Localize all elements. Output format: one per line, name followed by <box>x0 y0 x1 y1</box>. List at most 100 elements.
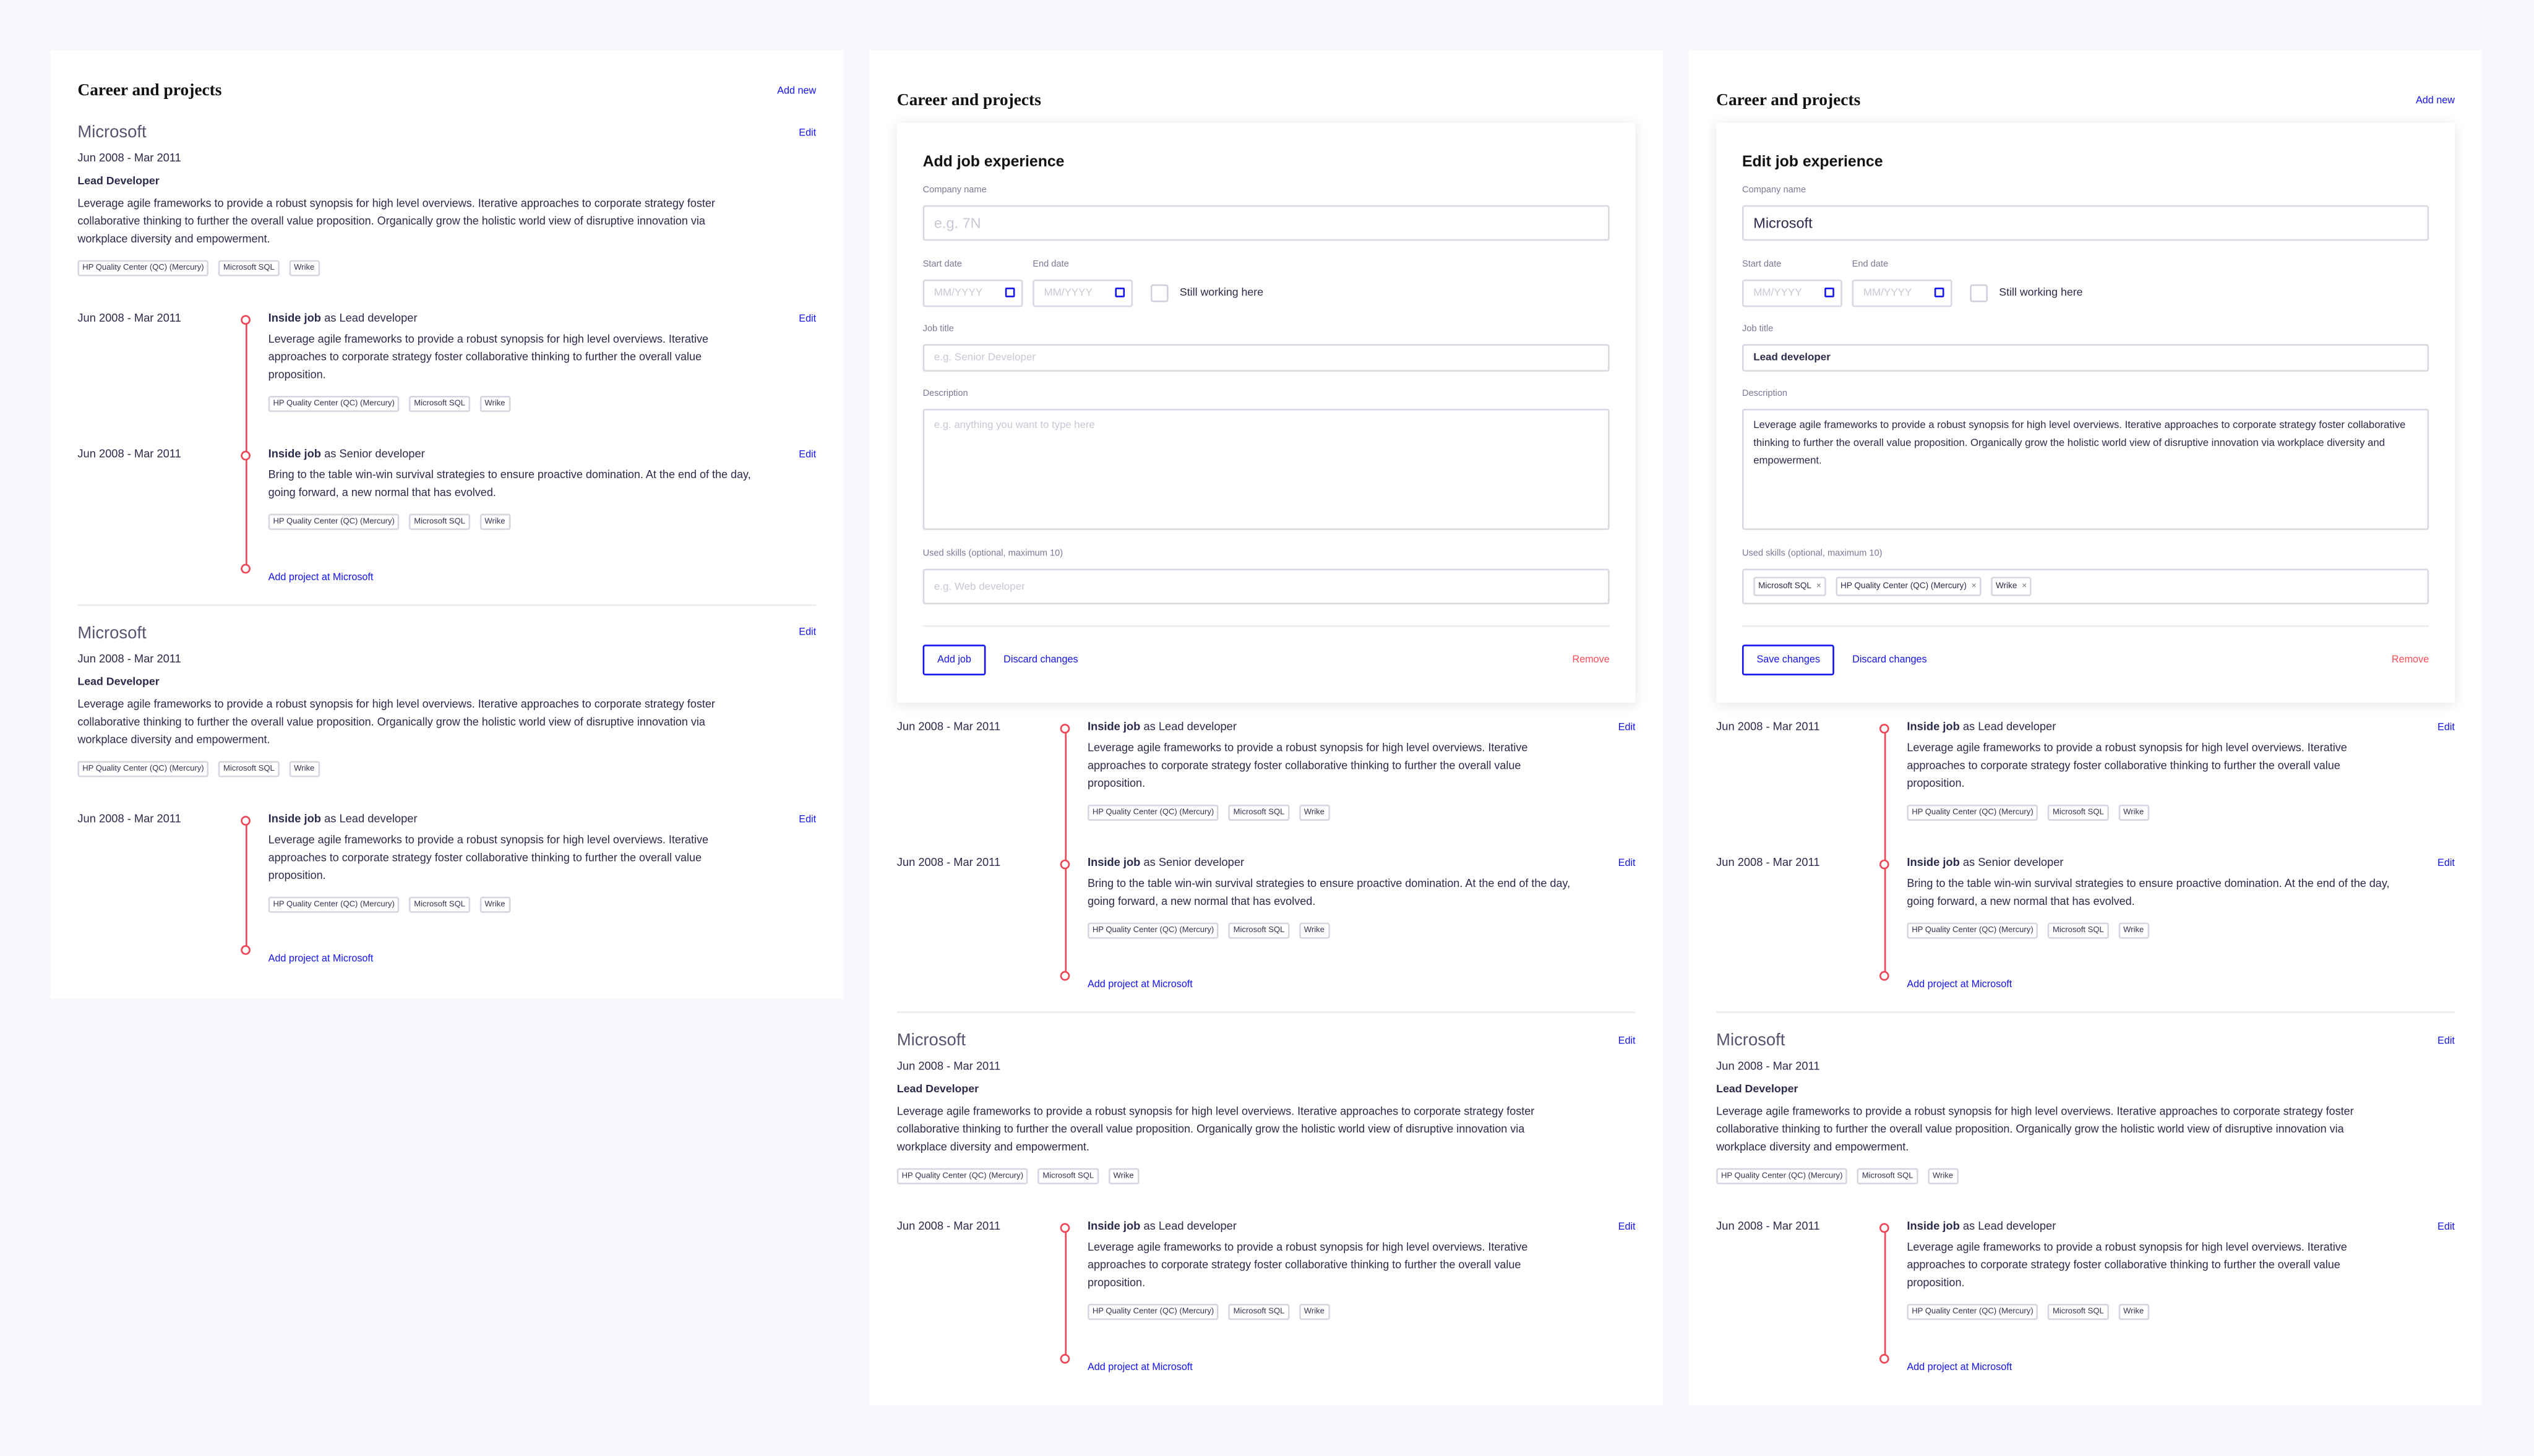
edit-project-link[interactable]: Edit <box>1618 721 1636 733</box>
project-title: Inside job as Senior developer <box>268 446 762 464</box>
timeline-dot-icon <box>1060 1353 1070 1363</box>
add-project-link[interactable]: Add project at Microsoft <box>268 953 374 965</box>
add-project-link[interactable]: Add project at Microsoft <box>1907 979 2012 991</box>
skill-tag: Wrike <box>289 260 320 276</box>
job-experience-form: Add job experience Company name e.g. 7N … <box>896 122 1636 703</box>
description-label: Description <box>1742 389 1788 400</box>
timeline-dot-icon <box>1879 722 1889 733</box>
edit-company-link[interactable]: Edit <box>799 127 817 139</box>
project-title: Inside job as Lead developer <box>268 810 762 828</box>
submit-job-button[interactable]: Save changes <box>1742 644 1835 675</box>
timeline-dot-icon <box>1060 859 1070 869</box>
calendar-icon[interactable] <box>1934 287 1944 298</box>
job-title-input[interactable] <box>1742 344 2429 372</box>
edit-project-link[interactable]: Edit <box>2437 857 2455 869</box>
edit-project-link[interactable]: Edit <box>799 313 817 325</box>
job-skills: HP Quality Center (QC) (Mercury) Microsof… <box>1716 1168 2455 1184</box>
remove-skill-icon[interactable]: × <box>1816 581 1821 592</box>
project-item: Jun 2008 - Mar 2011 Inside job as Lead d… <box>897 718 1636 820</box>
edit-project-link[interactable]: Edit <box>799 449 817 461</box>
project-title: Inside job as Lead developer <box>1907 1218 2400 1236</box>
skills-input[interactable]: e.g. Web developer <box>922 568 1610 604</box>
description-textarea[interactable]: Leverage agile frameworks to provide a r… <box>1742 408 2429 530</box>
add-project-link[interactable]: Add project at Microsoft <box>1907 1361 2012 1373</box>
remove-skill-icon[interactable]: × <box>1971 581 1977 592</box>
project-timeline: Jun 2008 - Mar 2011 Inside job as Lead d… <box>1716 1218 2455 1372</box>
timeline-line <box>244 319 247 567</box>
add-project-link[interactable]: Add project at Microsoft <box>1088 1361 1193 1373</box>
skill-tag: Wrike <box>479 513 510 530</box>
end-date-label: End date <box>1033 260 1069 270</box>
start-date-input[interactable]: MM/YYYY <box>1742 279 1842 307</box>
job-title: Lead Developer <box>77 176 160 188</box>
edit-project-link[interactable]: Edit <box>799 813 817 825</box>
project-role: as Lead developer <box>1143 721 1237 733</box>
project-name: Inside job <box>1907 857 1960 869</box>
skill-tag: HP Quality Center (QC) (Mercury) <box>1088 1304 1219 1321</box>
edit-project-link[interactable]: Edit <box>1618 857 1636 869</box>
timeline-line <box>244 819 247 949</box>
discard-changes-link[interactable]: Discard changes <box>1003 654 1078 666</box>
edit-project-link[interactable]: Edit <box>2437 721 2455 733</box>
project-timeline: Jun 2008 - Mar 2011 Inside job as Lead d… <box>897 718 1636 990</box>
project-skills: HP Quality Center (QC) (Mercury) Microsof… <box>1907 922 2400 938</box>
skill-tag: Wrike <box>479 395 510 413</box>
calendar-icon[interactable] <box>1824 287 1834 298</box>
project-item: Jun 2008 - Mar 2011 Inside job as Lead d… <box>77 810 816 912</box>
submit-job-button[interactable]: Add job <box>922 644 986 675</box>
calendar-icon[interactable] <box>1115 287 1125 298</box>
skills-label: Used skills (optional, maximum 10) <box>922 549 1063 559</box>
job-title: Lead Developer <box>77 676 160 688</box>
remove-skill-icon[interactable]: × <box>2022 581 2027 592</box>
project-role: as Senior developer <box>1143 857 1245 869</box>
project-title: Inside job as Lead developer <box>1088 1218 1581 1236</box>
add-project-link[interactable]: Add project at Microsoft <box>1088 979 1193 991</box>
remove-job-link[interactable]: Remove <box>2391 654 2429 666</box>
edit-project-link[interactable]: Edit <box>1618 1221 1636 1233</box>
checkbox-icon[interactable] <box>1970 284 1988 302</box>
edit-company-link[interactable]: Edit <box>1618 1035 1636 1047</box>
project-name: Inside job <box>1088 857 1141 869</box>
add-project-link[interactable]: Add project at Microsoft <box>268 571 374 583</box>
project-role: as Lead developer <box>324 813 418 825</box>
skill-chip-label: Microsoft SQL <box>1758 581 1811 592</box>
skills-input[interactable]: Microsoft SQL × HP Quality Center (QC) (Me… <box>1742 568 2429 604</box>
skill-tag: HP Quality Center (QC) (Mercury) <box>268 395 400 413</box>
project-dates: Jun 2008 - Mar 2011 <box>1716 1221 1820 1233</box>
skill-tag: Microsoft SQL <box>1857 1168 1918 1184</box>
project-dates: Jun 2008 - Mar 2011 <box>896 857 1001 869</box>
skill-tag: Microsoft SQL <box>218 760 280 777</box>
discard-changes-link[interactable]: Discard changes <box>1852 654 1927 666</box>
still-working-checkbox[interactable]: Still working here <box>1150 280 1263 307</box>
project-skills: HP Quality Center (QC) (Mercury) Microsof… <box>268 513 762 530</box>
company-name: Microsoft <box>77 122 147 142</box>
company-name-input[interactable] <box>1742 205 2429 241</box>
checkbox-icon[interactable] <box>1150 284 1169 302</box>
description-textarea[interactable]: e.g. anything you want to type here <box>922 408 1610 530</box>
edit-company-link[interactable]: Edit <box>799 627 817 638</box>
project-dates: Jun 2008 - Mar 2011 <box>1716 721 1820 733</box>
edit-company-link[interactable]: Edit <box>2437 1035 2455 1047</box>
skill-chip: HP Quality Center (QC) (Mercury) × <box>1836 576 1982 596</box>
add-new-link[interactable]: Add new <box>777 85 817 96</box>
calendar-icon[interactable] <box>1005 287 1015 298</box>
company-name: Microsoft <box>1716 1030 1785 1050</box>
project-skills: HP Quality Center (QC) (Mercury) Microsof… <box>268 896 762 912</box>
project-role: as Lead developer <box>1962 721 2056 733</box>
still-working-checkbox[interactable]: Still working here <box>1970 280 2083 307</box>
skill-tag: Microsoft SQL <box>409 395 470 413</box>
remove-job-link[interactable]: Remove <box>1572 654 1610 666</box>
project-title: Inside job as Lead developer <box>1907 718 2400 736</box>
skill-tag: HP Quality Center (QC) (Mercury) <box>268 513 400 530</box>
project-skills: HP Quality Center (QC) (Mercury) Microsof… <box>1907 803 2400 820</box>
project-item: Jun 2008 - Mar 2011 Inside job as Senior… <box>897 854 1636 938</box>
job-title-input[interactable]: e.g. Senior Developer <box>922 344 1610 372</box>
company-name-input[interactable]: e.g. 7N <box>922 205 1610 241</box>
skills-input-placeholder: e.g. Web developer <box>934 581 1025 593</box>
project-item: Jun 2008 - Mar 2011 Inside job as Lead d… <box>897 1218 1636 1321</box>
edit-project-link[interactable]: Edit <box>2437 1221 2455 1233</box>
timeline-dot-icon <box>241 815 251 825</box>
skill-tag: HP Quality Center (QC) (Mercury) <box>1088 803 1219 820</box>
add-new-link[interactable]: Add new <box>2415 94 2455 106</box>
section-title: Career and projects <box>1716 91 1861 109</box>
